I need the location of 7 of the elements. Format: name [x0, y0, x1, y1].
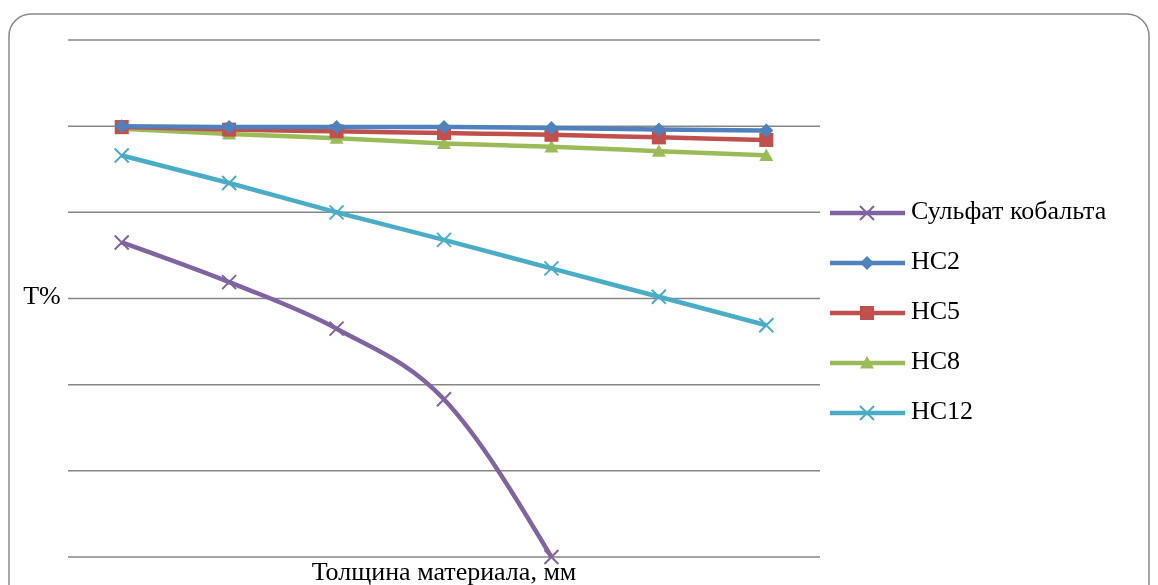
- legend-label: Сульфат кобальта: [911, 195, 1107, 225]
- legend-label: НС2: [911, 245, 961, 275]
- legend-label: НС12: [911, 395, 974, 425]
- x-axis-title: Толщина материала, мм: [311, 557, 577, 585]
- y-axis-title: T%: [23, 281, 61, 311]
- legend-label: НС8: [911, 345, 961, 375]
- legend-label: НС5: [911, 295, 961, 325]
